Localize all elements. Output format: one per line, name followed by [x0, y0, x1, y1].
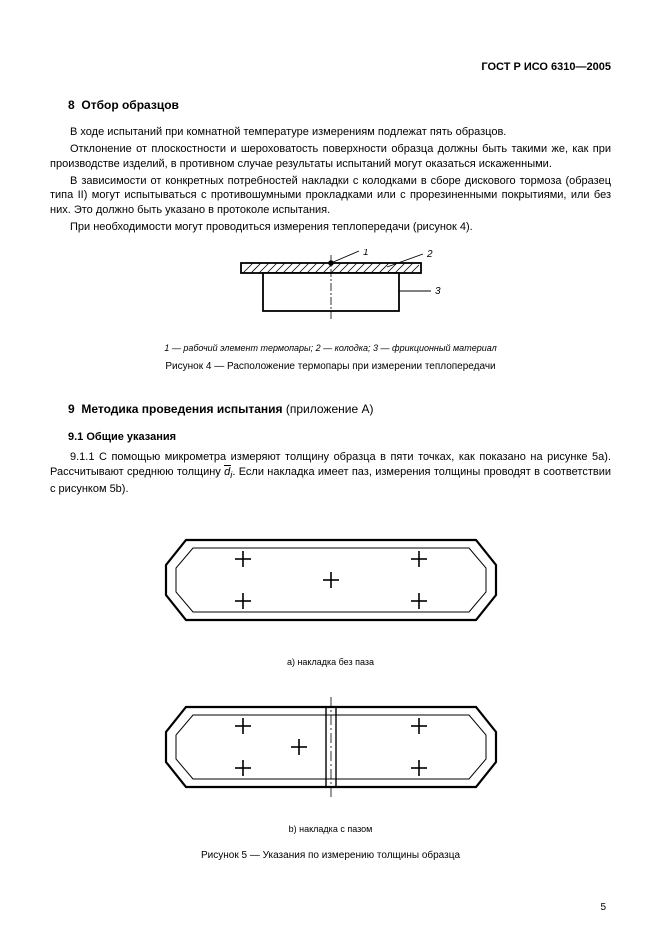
sec8-p2: Отклонение от плоскостности и шероховато…	[50, 142, 611, 172]
fig4-label-3: 3	[435, 286, 441, 297]
figure-4-svg: 1 2 3	[191, 249, 471, 329]
section-9-1-heading: 9.1 Общие указания	[68, 430, 611, 445]
fig5b-caption: b) накладка с пазом	[50, 823, 611, 835]
dsub: i	[230, 470, 232, 480]
sec8-p3: В зависимости от конкретных потребностей…	[50, 174, 611, 219]
sec8-title: Отбор образцов	[81, 98, 179, 112]
fig4-label-2: 2	[426, 249, 433, 260]
figure-5a	[50, 515, 611, 650]
sec9-title: Методика проведения испытания	[81, 402, 282, 416]
p911-num: 9.1.1	[70, 451, 94, 463]
section-8-heading: 8 Отбор образцов	[50, 97, 611, 113]
figure-5b	[50, 682, 611, 817]
figure-5b-svg	[131, 682, 531, 812]
page-number: 5	[600, 901, 606, 915]
sec9-num: 9	[68, 402, 75, 416]
figure-5a-svg	[131, 515, 531, 645]
sec8-p1: В ходе испытаний при комнатной температу…	[50, 125, 611, 140]
sec9-1-1-para: 9.1.1 С помощью микрометра измеряют толщ…	[50, 450, 611, 496]
sec9-appendix: (приложение А)	[283, 402, 374, 416]
fig4-legend: 1 — рабочий элемент термопары; 2 — колод…	[50, 342, 611, 354]
sec8-p4: При необходимости могут проводиться изме…	[50, 220, 611, 235]
fig5a-caption: a) накладка без паза	[50, 656, 611, 668]
fig4-caption: Рисунок 4 — Расположение термопары при и…	[50, 360, 611, 374]
section-9-heading: 9 Методика проведения испытания (приложе…	[50, 401, 611, 417]
doc-header: ГОСТ Р ИСО 6310—2005	[50, 60, 611, 75]
sec8-num: 8	[68, 98, 75, 112]
figure-4: 1 2 3	[50, 249, 611, 334]
fig5-caption: Рисунок 5 — Указания по измерению толщин…	[50, 849, 611, 863]
fig4-label-1: 1	[363, 249, 369, 258]
